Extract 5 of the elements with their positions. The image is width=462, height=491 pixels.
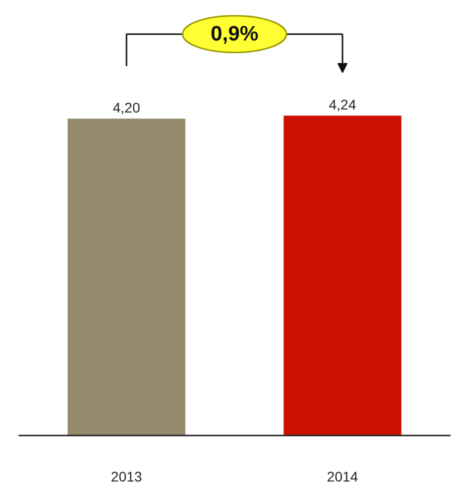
data-label: 4,20 [112,100,140,116]
data-label: 4,24 [328,96,356,113]
x-tick-label: 2013 [110,468,142,484]
x-tick-label: 2014 [326,468,358,484]
text: 0,9% [210,22,259,46]
